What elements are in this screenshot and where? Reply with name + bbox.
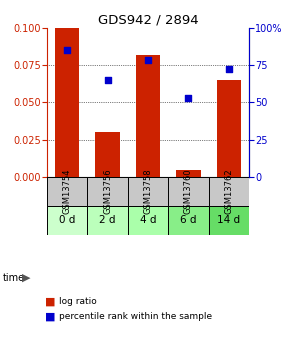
Bar [217,80,241,177]
Point [186,95,191,101]
Bar [128,177,168,206]
Bar [87,177,128,206]
Text: log ratio: log ratio [59,297,96,306]
Bar [55,28,79,177]
Text: 6 d: 6 d [180,215,197,225]
Bar [47,177,87,206]
Text: 4 d: 4 d [140,215,156,225]
Text: GSM13760: GSM13760 [184,169,193,214]
Title: GDS942 / 2894: GDS942 / 2894 [98,13,198,27]
Text: GSM13756: GSM13756 [103,169,112,214]
Point [105,77,110,83]
Bar [128,206,168,235]
Text: GSM13762: GSM13762 [224,169,233,214]
Bar [168,206,209,235]
Bar [168,177,209,206]
Point [65,47,69,53]
Bar [209,206,249,235]
Bar [176,170,200,177]
Text: ■: ■ [45,312,56,322]
Text: ■: ■ [45,297,56,307]
Text: 2 d: 2 d [99,215,116,225]
Text: 0 d: 0 d [59,215,75,225]
Text: GSM13758: GSM13758 [144,169,152,214]
Point [146,58,150,63]
Text: time: time [3,273,25,283]
Bar [136,55,160,177]
Bar [209,177,249,206]
Text: ▶: ▶ [22,273,30,283]
Bar [87,206,128,235]
Text: GSM13754: GSM13754 [63,169,71,214]
Text: 14 d: 14 d [217,215,240,225]
Bar [96,132,120,177]
Bar [47,206,87,235]
Point [226,67,231,72]
Text: percentile rank within the sample: percentile rank within the sample [59,312,212,321]
